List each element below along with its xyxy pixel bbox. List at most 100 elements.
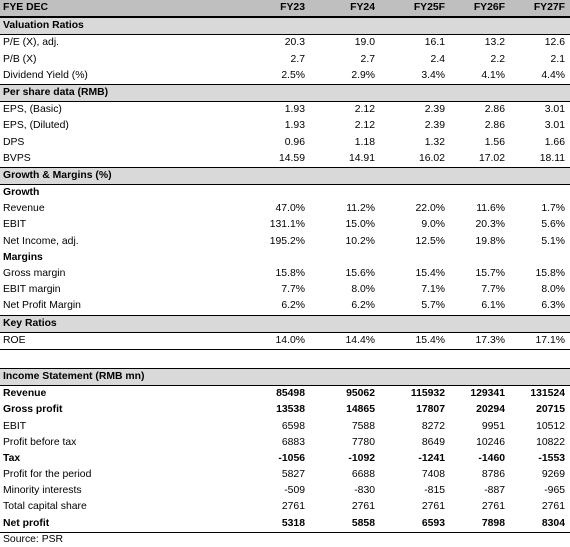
cell-value: 131524 [530,388,565,400]
cell-value: 2.1 [550,53,565,65]
section-title: Per share data (RMB) [3,86,109,98]
cell-value: 0.96 [284,136,305,148]
cell-value: 4.4% [541,69,565,81]
cell-value: 17.1% [535,334,565,346]
year-header: FY24 [350,2,375,13]
cell-value: 2.39 [424,104,445,116]
cell-value: 15.0% [345,219,375,231]
section-growth-margins: Growth & Margins (%) [0,166,570,186]
cell-value: 95062 [346,388,375,400]
row-label: Tax [3,452,21,464]
row-label: EPS, (Basic) [3,104,62,116]
cell-value: 7.7% [481,284,505,296]
cell-value: 10246 [476,436,505,448]
cell-value: 2761 [351,501,375,513]
cell-value: 8786 [481,469,505,481]
table-row: EBIT margin 7.7% 8.0% 7.1% 7.7% 8.0% [0,282,570,298]
cell-value: 13.2 [484,37,505,49]
cell-value: 10822 [536,436,565,448]
section-valuation: Valuation Ratios [0,17,570,36]
row-label: DPS [3,136,25,148]
cell-value: 12.5% [415,235,445,247]
row-label: Net Profit Margin [3,300,81,312]
cell-value: 19.0 [354,37,375,49]
cell-value: 6598 [281,420,305,432]
table-row: BVPS 14.59 14.91 16.02 17.02 18.11 [0,151,570,167]
cell-value: 10.2% [345,235,375,247]
cell-value: 2761 [421,501,445,513]
cell-value: 2.7 [290,53,305,65]
cell-value: 7.1% [421,284,445,296]
cell-value: 4.1% [481,69,505,81]
cell-value: 2.12 [354,104,375,116]
cell-value: -1241 [418,452,445,464]
cell-value: 1.7% [541,203,565,215]
fye-label: FYE DEC [3,2,49,13]
table-row: Net profit 5318 5858 6593 7898 8304 [0,516,570,533]
cell-value: 15.7% [475,268,505,279]
table-row: P/E (X), adj. 20.3 19.0 16.1 13.2 12.6 [0,35,570,51]
table-row: Revenue 85498 95062 115932 129341 131524 [0,386,570,402]
row-label: P/E (X), adj. [3,37,60,49]
year-header: FY26F [473,2,505,13]
table-row: EPS, (Basic) 1.93 2.12 2.39 2.86 3.01 [0,102,570,118]
cell-value: 17807 [416,404,445,416]
section-per-share: Per share data (RMB) [0,83,570,103]
cell-value: 2.4 [430,53,445,65]
year-header: FY23 [280,2,305,13]
cell-value: 10512 [536,420,565,432]
row-label: Total capital share [3,501,87,513]
cell-value: 8304 [541,517,565,529]
cell-value: -1056 [278,452,305,464]
cell-value: 11.2% [346,203,375,215]
table-row: DPS 0.96 1.18 1.32 1.56 1.66 [0,135,570,151]
cell-value: 14.0% [275,334,305,346]
cell-value: -1460 [478,452,505,464]
table-header: FYE DEC FY23 FY24 FY25F FY26F FY27F [0,0,570,18]
cell-value: 7588 [351,420,375,432]
cell-value: 6.2% [351,300,375,312]
cell-value: -509 [284,485,305,497]
row-label: Gross profit [3,404,63,416]
cell-value: 7.7% [281,284,305,296]
cell-value: 1.32 [424,136,445,148]
section-income-statement: Income Statement (RMB mn) [0,367,570,387]
cell-value: 195.2% [269,235,305,247]
cell-value: 16.02 [418,152,445,164]
cell-value: 20.3% [475,219,505,231]
row-label: EBIT [3,219,27,231]
table-row: Gross profit 13538 14865 17807 20294 20715 [0,402,570,418]
row-label: Revenue [3,388,47,400]
row-label: Revenue [3,203,45,215]
cell-value: 13538 [276,404,305,416]
table-row: Revenue 47.0% 11.2% 22.0% 11.6% 1.7% [0,201,570,217]
cell-value: 20715 [536,404,565,416]
cell-value: -1092 [348,452,375,464]
row-label: BVPS [3,152,31,164]
cell-value: 8649 [421,436,445,448]
table-row: Profit for the period 5827 6688 7408 8786 926… [0,467,570,483]
cell-value: 6.2% [281,300,305,312]
cell-value: 17.02 [478,152,505,164]
cell-value: 47.0% [275,203,305,215]
cell-value: 20.3 [284,37,305,49]
cell-value: 5858 [351,517,375,529]
cell-value: 3.01 [544,104,565,116]
cell-value: 5.1% [541,235,565,247]
cell-value: 20294 [476,404,505,416]
cell-value: 129341 [470,388,505,400]
cell-value: 1.56 [484,136,505,148]
cell-value: 15.8% [275,268,305,279]
spacer [0,350,570,368]
table-row: Tax -1056 -1092 -1241 -1460 -1553 [0,451,570,467]
subsection-growth: Growth [0,185,570,201]
cell-value: 5318 [281,517,305,529]
section-title: Key Ratios [3,317,57,329]
subsection-margins: Margins [0,250,570,266]
cell-value: 2761 [541,501,565,513]
cell-value: 8.0% [541,284,565,296]
cell-value: 5.6% [541,219,565,231]
cell-value: 2.12 [354,120,375,132]
cell-value: 15.6% [345,268,375,279]
row-label: Gross margin [3,268,66,279]
